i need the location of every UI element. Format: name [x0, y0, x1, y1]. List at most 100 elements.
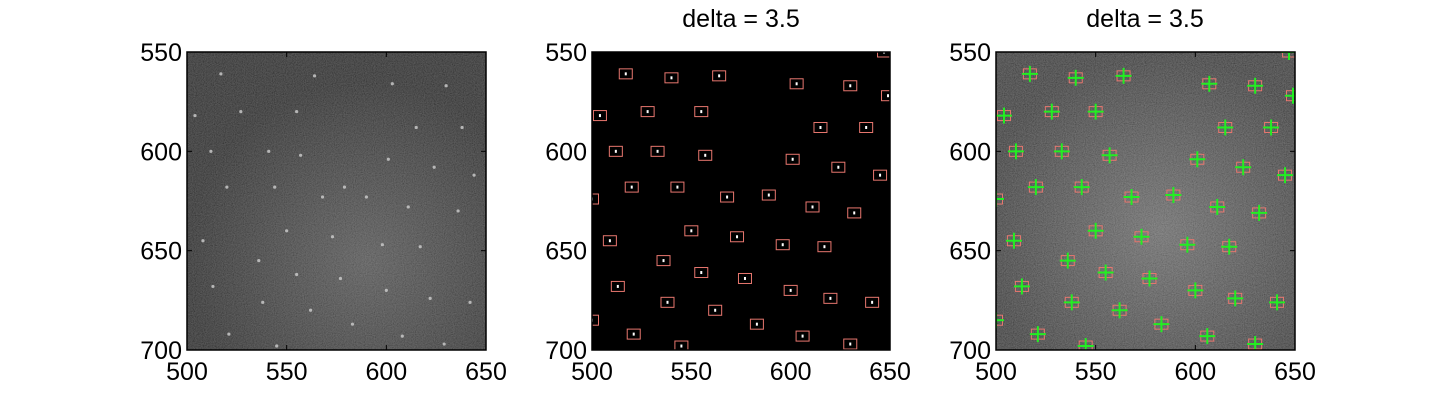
panel-raw-spot [257, 259, 261, 263]
panel-mask-spot-pixel [736, 235, 739, 239]
panel-raw-spot [225, 185, 229, 189]
panel-mask-spot-pixel [887, 94, 890, 98]
panel-mask-detection-box [843, 80, 858, 92]
panel-raw-y-tick-label: 550 [140, 39, 182, 67]
panel-mask-spot-pixel [837, 165, 840, 169]
panel-raw-spot [380, 243, 384, 247]
panel-mask-detection-box [831, 161, 846, 173]
panel-raw-spot [400, 334, 404, 338]
panel-mask-y-tick-label: 650 [545, 238, 587, 266]
panel-mask-detection-box [737, 272, 752, 284]
panel-mask-detection-box [656, 255, 671, 267]
panel-mask-title: delta = 3.5 [682, 5, 799, 33]
panel-raw-spot [418, 245, 422, 249]
panel-raw-spot [295, 272, 299, 277]
panel-mask-spot-pixel [714, 308, 717, 312]
panel-overlay-spots [996, 52, 1295, 350]
panel-raw-spot [312, 74, 317, 78]
panel-raw-ticks: 500 550 600 650 550 600 650 700 [140, 39, 507, 386]
panel-mask-detection-box [873, 169, 888, 181]
panel-mask-detection-box [694, 267, 709, 279]
panel-mask-detection-box [618, 68, 633, 80]
panel-mask-detection-box [698, 149, 713, 161]
panel-overlay-x-tick-label: 550 [1075, 358, 1117, 386]
panel-raw-x-tick-label: 550 [266, 358, 308, 386]
panel-mask-spot-pixel [700, 110, 703, 114]
panel-mask-spot-pixel [849, 84, 852, 88]
panel-mask-detection-box [813, 121, 828, 133]
panel-mask-detection-box [789, 78, 804, 90]
panel-mask-spot-pixel [598, 114, 601, 118]
panel-raw-spot [414, 125, 418, 130]
panel-mask-x-tick-label: 600 [770, 358, 812, 386]
panel-mask-detection-box [843, 338, 858, 350]
panel-raw-spot [261, 300, 265, 304]
panel-raw-spot [227, 332, 231, 336]
panel-mask-spot-pixel [632, 332, 635, 336]
panel-overlay-image-glow [996, 52, 1295, 350]
panel-mask-spot-pixel [690, 229, 693, 233]
panel-mask-detection-box [712, 70, 727, 82]
panel-mask-spot-pixel [630, 185, 633, 189]
panel-mask-image-background [592, 52, 890, 350]
panel-mask-spot-pixel [670, 76, 673, 80]
panel-mask-spot-pixel [680, 344, 683, 348]
panel-mask-detection-box [592, 110, 607, 122]
panel-mask-detection-box [881, 90, 890, 102]
panel-mask-spot-pixel [755, 322, 758, 326]
panel-raw-spot [201, 239, 205, 243]
panel-mask-detection-box [708, 304, 723, 316]
panel-raw-spot [209, 149, 213, 153]
panel-raw-spot [406, 205, 410, 209]
panel-raw-spot [460, 125, 464, 130]
panel-mask-detection-box [823, 292, 838, 304]
panel-mask-spot-pixel [871, 300, 874, 304]
panel-mask-detection-box [626, 328, 641, 340]
panel-mask-spot-pixel [823, 245, 826, 249]
panel-mask-detection-box [674, 340, 689, 350]
panel-mask: delta = 3.5 500 550 600 650 550 600 650 700 [545, 5, 911, 386]
panel-raw-spot [285, 229, 289, 233]
panel-mask-spot-pixel [819, 125, 822, 129]
panel-mask-spot-pixel [811, 205, 814, 209]
panel-mask-frame [591, 51, 891, 351]
panel-mask-spot-pixel [704, 153, 707, 157]
panel-mask-detection-box [847, 207, 862, 219]
panel-mask-spot-pixel [795, 82, 798, 86]
panel-mask-spot-pixel [789, 288, 792, 292]
panel-raw-y-tick-label: 700 [140, 337, 182, 365]
panel-mask-detection-box [640, 106, 655, 118]
panel-mask-spot-pixel [879, 173, 882, 177]
panel-raw-spot [386, 157, 390, 161]
panel-mask-y-tick-label: 700 [545, 337, 587, 365]
panel-mask-detection-box [730, 231, 745, 243]
panel-mask-spot-pixel [656, 149, 659, 153]
panel-mask-spot-pixel [865, 125, 868, 129]
panel-mask-detection-box [592, 314, 599, 326]
panel-mask-detection-box [670, 181, 685, 193]
panel-mask-detection-box [865, 296, 880, 308]
panel-raw-x-tick-label: 500 [166, 358, 208, 386]
panel-raw-spot [390, 82, 394, 86]
panel-mask-y-tick-label: 550 [545, 39, 587, 67]
panel-mask-detection-box [859, 121, 874, 133]
panel-overlay-y-tick-label: 550 [949, 39, 991, 67]
panel-mask-detection-box [694, 106, 709, 118]
panel-mask-detection-box [684, 225, 699, 237]
panel-raw: 500 550 600 650 550 600 650 700 [140, 39, 507, 386]
panel-mask-spot-pixel [608, 239, 611, 243]
panel-mask-x-tick-label: 500 [571, 358, 613, 386]
panel-raw-spot [211, 284, 215, 289]
panel-raw-spot [468, 300, 472, 304]
panel-mask-detection-box [877, 52, 890, 58]
panel-mask-spot-pixel [614, 149, 617, 153]
panel-mask-detection-box [817, 241, 832, 253]
panel-overlay-x-tick-label: 650 [1274, 358, 1316, 386]
panel-overlay-frame [995, 51, 1296, 351]
panel-raw-spot [364, 195, 368, 199]
panel-mask-spot-pixel [743, 276, 746, 280]
panel-mask-detection-box [664, 72, 679, 84]
panel-raw-image-glow [187, 52, 486, 350]
panel-mask-spot-pixel [700, 271, 703, 275]
panel-mask-spot-pixel [624, 72, 627, 76]
